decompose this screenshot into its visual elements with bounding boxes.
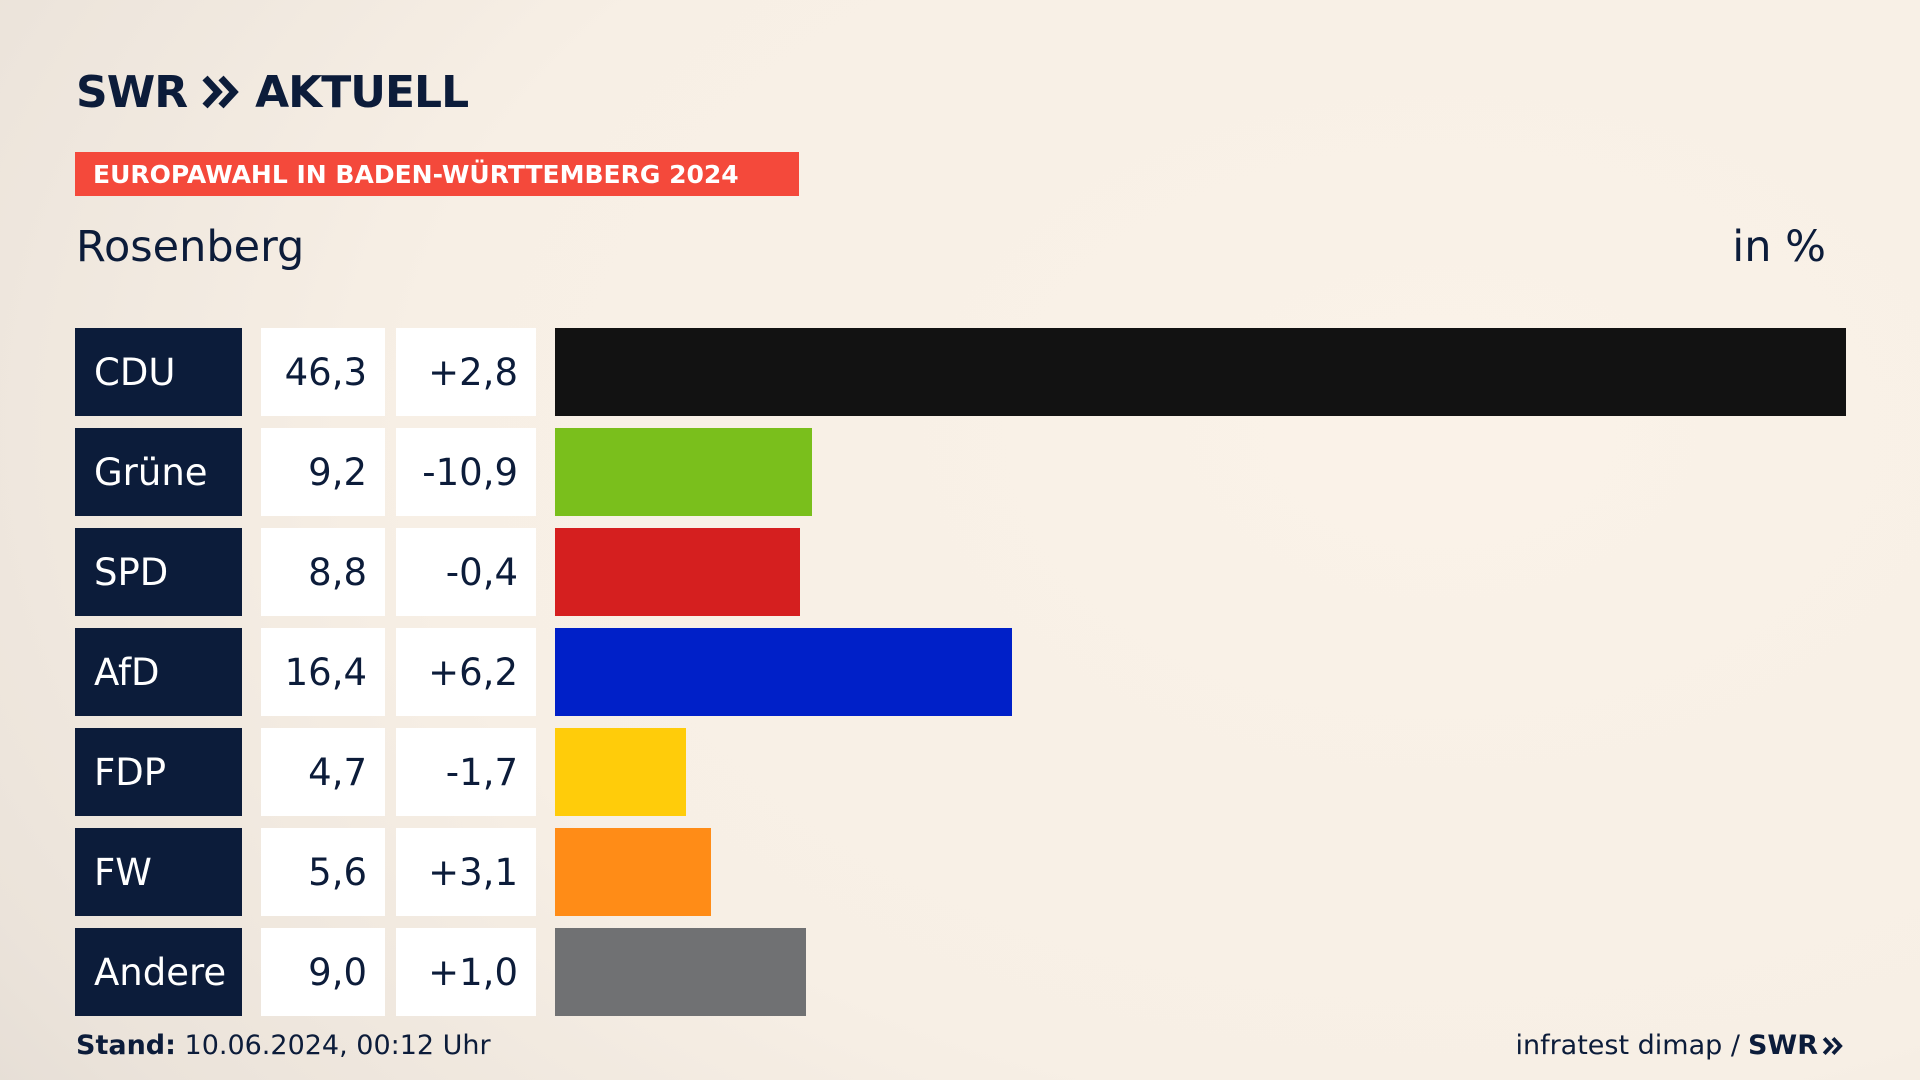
vote-share-value: 46,3	[261, 328, 385, 416]
party-label: AfD	[75, 628, 242, 716]
result-bar	[555, 928, 806, 1016]
logo-aktuell-text: AKTUELL	[255, 66, 469, 118]
result-bar	[555, 728, 686, 816]
party-row: Grüne 9,2 -10,9	[75, 428, 1846, 516]
party-row: Andere 9,0 +1,0	[75, 928, 1846, 1016]
vote-share-value: 9,0	[261, 928, 385, 1016]
stand-label: Stand:	[76, 1030, 176, 1061]
result-bar	[555, 628, 1012, 716]
party-row: AfD 16,4 +6,2	[75, 628, 1846, 716]
vote-share-value: 4,7	[261, 728, 385, 816]
party-row: SPD 8,8 -0,4	[75, 528, 1846, 616]
party-row: CDU 46,3 +2,8	[75, 328, 1846, 416]
change-value: -10,9	[396, 428, 536, 516]
swr-mini-logo: SWR	[1748, 1030, 1844, 1061]
vote-share-value: 9,2	[261, 428, 385, 516]
vote-share-value: 5,6	[261, 828, 385, 916]
unit-label: in %	[1732, 222, 1826, 272]
double-chevron-icon	[202, 75, 239, 109]
source-credit: infratest dimap / SWR	[1515, 1030, 1844, 1061]
party-label: FW	[75, 828, 242, 916]
source-logo-text: SWR	[1747, 1030, 1818, 1061]
party-row: FW 5,6 +3,1	[75, 828, 1846, 916]
vote-share-value: 16,4	[261, 628, 385, 716]
change-value: -1,7	[396, 728, 536, 816]
source-text: infratest dimap /	[1515, 1030, 1740, 1061]
region-title: Rosenberg	[76, 222, 305, 272]
stand-value: 10.06.2024, 00:12 Uhr	[184, 1030, 491, 1061]
party-label: Andere	[75, 928, 242, 1016]
party-label: SPD	[75, 528, 242, 616]
party-label: FDP	[75, 728, 242, 816]
result-bar	[555, 428, 812, 516]
election-tag: EUROPAWAHL IN BADEN-WÜRTTEMBERG 2024	[75, 152, 799, 196]
change-value: +6,2	[396, 628, 536, 716]
timestamp: Stand: 10.06.2024, 00:12 Uhr	[76, 1030, 491, 1061]
vote-share-value: 8,8	[261, 528, 385, 616]
change-value: +2,8	[396, 328, 536, 416]
swr-aktuell-logo: SWR AKTUELL	[76, 66, 469, 118]
result-bar	[555, 528, 800, 616]
change-value: -0,4	[396, 528, 536, 616]
result-bar	[555, 328, 1846, 416]
logo-swr-text: SWR	[76, 66, 188, 118]
double-chevron-icon	[1822, 1036, 1843, 1055]
change-value: +3,1	[396, 828, 536, 916]
party-label: Grüne	[75, 428, 242, 516]
change-value: +1,0	[396, 928, 536, 1016]
party-label: CDU	[75, 328, 242, 416]
result-bar	[555, 828, 711, 916]
party-row: FDP 4,7 -1,7	[75, 728, 1846, 816]
